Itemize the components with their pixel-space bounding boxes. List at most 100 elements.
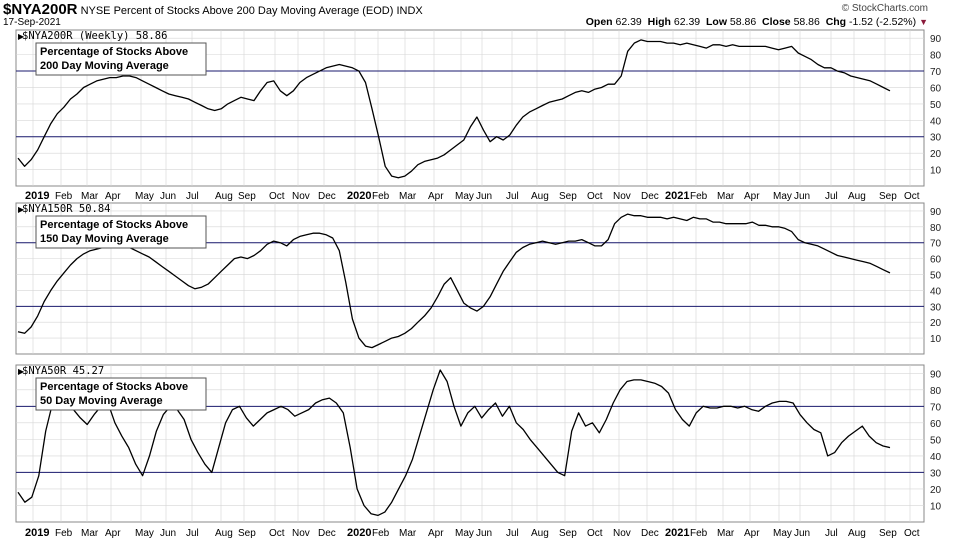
y-tick-label: 10 xyxy=(930,166,942,177)
x-tick-label: Jul xyxy=(825,191,838,202)
x-tick-label: Oct xyxy=(904,528,920,539)
y-tick-label: 60 xyxy=(930,419,942,430)
series-line-3 xyxy=(17,369,891,517)
x-tick-label: Oct xyxy=(587,528,603,539)
x-tick-label: Dec xyxy=(318,528,336,539)
x-tick-label: Mar xyxy=(717,528,735,539)
x-tick-label: Oct xyxy=(904,191,920,202)
x-tick-label: May xyxy=(773,528,792,539)
x-tick-label: Jul xyxy=(186,191,199,202)
y-tick-label: 90 xyxy=(930,369,942,380)
chg-label: Chg xyxy=(825,16,847,28)
x-tick-label: Aug xyxy=(848,191,866,202)
annotation-text: 150 Day Moving Average xyxy=(40,233,169,245)
x-tick-label: Feb xyxy=(372,528,390,539)
x-tick-label: Oct xyxy=(587,191,603,202)
annotation-box xyxy=(35,215,207,249)
panel-frame-1 xyxy=(15,29,925,187)
x-tick-label: Oct xyxy=(269,191,285,202)
x-tick-label: Aug xyxy=(215,191,233,202)
y-tick-label: 90 xyxy=(930,207,942,218)
x-tick-label: Dec xyxy=(641,191,659,202)
x-tick-label: Mar xyxy=(81,528,99,539)
exchange-label: INDX xyxy=(396,5,423,17)
x-tick-label: 2019 xyxy=(25,527,49,539)
y-tick-label: 70 xyxy=(930,402,942,413)
x-tick-label: Apr xyxy=(105,528,121,539)
x-tick-label: Aug xyxy=(848,528,866,539)
open-label: Open xyxy=(585,16,613,28)
y-tick-label: 20 xyxy=(930,149,942,160)
x-tick-label: Nov xyxy=(613,191,631,202)
y-tick-label: 40 xyxy=(930,116,942,127)
y-tick-label: 30 xyxy=(930,468,942,479)
y-tick-label: 90 xyxy=(930,34,942,45)
x-tick-label: Dec xyxy=(641,528,659,539)
x-tick-label: Mar xyxy=(81,191,99,202)
y-tick-label: 80 xyxy=(930,51,942,62)
chart-description: NYSE Percent of Stocks Above 200 Day Mov… xyxy=(80,5,394,17)
x-tick-label: Sep xyxy=(238,528,256,539)
x-tick-label: Feb xyxy=(372,191,390,202)
y-tick-label: 30 xyxy=(930,133,942,144)
x-tick-label: Feb xyxy=(690,528,708,539)
x-tick-label: Apr xyxy=(744,191,760,202)
legend-label: $NYA200R (Weekly) 58.86 xyxy=(22,30,167,42)
y-tick-label: 40 xyxy=(930,452,942,463)
x-tick-label: Nov xyxy=(292,528,310,539)
x-tick-label: Jun xyxy=(160,191,176,202)
x-tick-label: Jun xyxy=(476,191,492,202)
low-label: Low xyxy=(706,16,727,28)
x-tick-label: 2021 xyxy=(665,527,689,539)
x-tick-label: May xyxy=(135,528,154,539)
quote-readout: Open 62.39 High 62.39 Low 58.86 Close 58… xyxy=(586,16,928,28)
x-tick-label: Aug xyxy=(215,528,233,539)
panel-frame-2 xyxy=(15,202,925,355)
x-tick-label: May xyxy=(455,528,474,539)
x-tick-label: Jul xyxy=(186,528,199,539)
y-tick-label: 40 xyxy=(930,286,942,297)
y-tick-label: 20 xyxy=(930,318,942,329)
y-tick-label: 70 xyxy=(930,67,942,78)
x-tick-label: Jul xyxy=(825,528,838,539)
x-tick-label: Jun xyxy=(476,528,492,539)
x-tick-label: Jul xyxy=(506,528,519,539)
x-tick-label: Mar xyxy=(399,528,417,539)
x-tick-label: Apr xyxy=(428,528,444,539)
x-tick-label: Sep xyxy=(559,528,577,539)
x-tick-label: Nov xyxy=(292,191,310,202)
chart-date: 17-Sep-2021 xyxy=(3,17,61,28)
x-tick-label: Feb xyxy=(55,528,73,539)
legend-marker-icon: ▶ xyxy=(18,32,25,41)
annotation-box xyxy=(35,377,207,411)
x-tick-label: Sep xyxy=(879,528,897,539)
legend-marker-icon: ▶ xyxy=(18,367,25,376)
high-value: 62.39 xyxy=(673,16,701,28)
series-line-1 xyxy=(17,39,891,179)
y-tick-label: 50 xyxy=(930,271,942,282)
x-tick-label: Feb xyxy=(55,191,73,202)
x-tick-label: May xyxy=(773,191,792,202)
ticker-symbol[interactable]: $NYA200R xyxy=(3,1,78,18)
x-tick-label: May xyxy=(455,191,474,202)
annotation-text: 200 Day Moving Average xyxy=(40,60,169,72)
x-tick-label: Sep xyxy=(559,191,577,202)
x-tick-label: 2019 xyxy=(25,190,49,202)
open-value: 62.39 xyxy=(615,16,642,28)
y-tick-label: 80 xyxy=(930,223,942,234)
y-tick-label: 70 xyxy=(930,239,942,250)
legend-marker-icon: ▶ xyxy=(18,205,25,214)
x-tick-label: Apr xyxy=(428,191,444,202)
x-tick-label: Mar xyxy=(717,191,735,202)
y-tick-label: 20 xyxy=(930,485,942,496)
x-tick-label: Sep xyxy=(238,191,256,202)
legend-label: $NYA50R 45.27 xyxy=(22,365,104,377)
annotation-text: Percentage of Stocks Above xyxy=(40,381,188,393)
low-value: 58.86 xyxy=(729,16,757,28)
x-tick-label: 2020 xyxy=(347,190,371,202)
y-tick-label: 10 xyxy=(930,501,942,512)
series-line-2 xyxy=(17,213,891,349)
close-label: Close xyxy=(762,16,791,28)
x-tick-label: Jun xyxy=(794,191,810,202)
